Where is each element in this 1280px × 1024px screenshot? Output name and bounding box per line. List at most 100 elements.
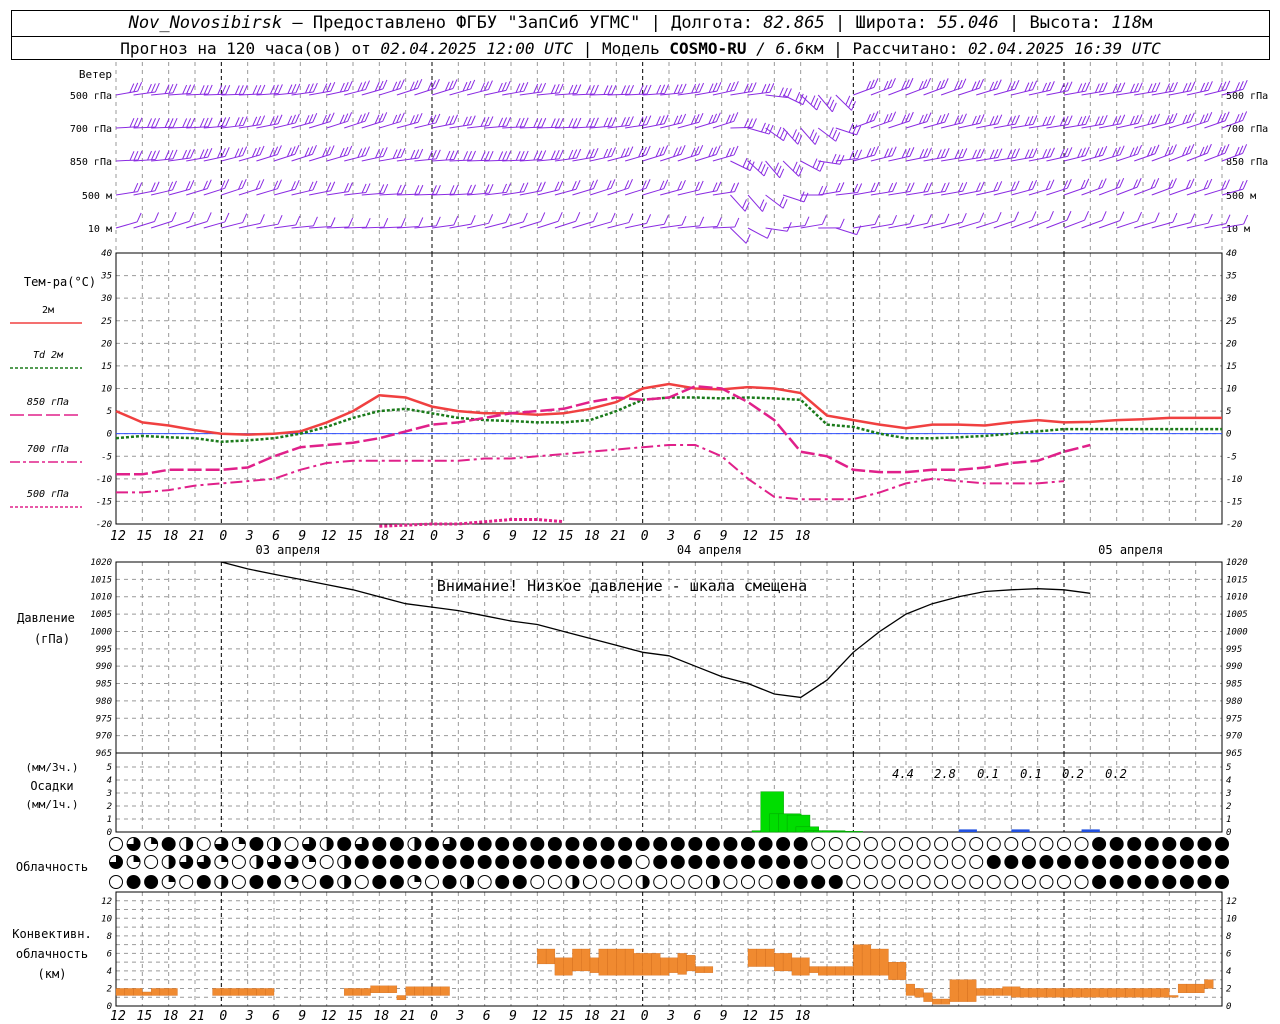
wind-barb-flag: [1168, 179, 1174, 189]
wind-barb-flag: [663, 214, 669, 225]
wind-barb-flag: [1133, 146, 1139, 156]
wind-barb-flag: [1137, 82, 1143, 92]
wind-barb-flag: [190, 148, 195, 159]
wind-barb-flag: [431, 185, 437, 195]
temp-ytick: 10: [101, 385, 112, 395]
wind-barb-flag: [540, 212, 546, 222]
conv-bar: [791, 957, 801, 976]
conv-bar: [1160, 988, 1170, 998]
conv-bar: [765, 948, 775, 967]
wind-barb-flag: [909, 147, 915, 157]
wind-barb-flag: [1059, 148, 1065, 159]
conv-ytick: 10: [101, 914, 112, 924]
wind-barb-flag: [186, 118, 192, 128]
wind-barb-flag: [866, 148, 872, 158]
wind-barb-flag: [347, 145, 353, 156]
wind-barb-flag: [361, 147, 367, 157]
wind-barb: [361, 226, 384, 229]
wind-barb: [905, 121, 928, 129]
time-tick-label-bottom: 3: [666, 1009, 675, 1024]
wind-barb-flag: [870, 147, 876, 157]
pres-ytick: 995: [96, 645, 112, 655]
wind-barb-flag: [760, 122, 766, 133]
time-tick-label: 9: [509, 529, 517, 544]
cloud-circle: [1215, 875, 1229, 889]
wind-barb: [730, 160, 751, 172]
wind-barb: [1028, 89, 1051, 96]
wind-barb-flag: [568, 118, 574, 128]
wind-barb: [888, 155, 911, 162]
wind-barb-flag: [975, 148, 981, 159]
wind-barb-flag: [1207, 178, 1213, 189]
wind-barb-flag: [357, 82, 363, 92]
temp-ytick: 25: [101, 317, 112, 327]
wind-barb-flag: [273, 146, 279, 156]
wind-barb: [1046, 219, 1068, 229]
conv-bar: [686, 954, 696, 972]
cloud-circle: [425, 837, 439, 851]
wind-barb: [817, 127, 837, 142]
wind-barb: [344, 120, 366, 129]
wind-barb-flag: [137, 117, 143, 127]
conv-bar: [861, 944, 872, 976]
wind-barb-flag: [909, 214, 915, 224]
pres-ytick-right: 965: [1226, 749, 1242, 759]
cloud-fill: [197, 855, 211, 869]
wind-barb-flag: [892, 182, 898, 192]
cloud-circle: [899, 875, 913, 889]
temp-ytick: -15: [96, 497, 112, 507]
model-res-unit: км: [804, 39, 824, 58]
wind-barb-flag: [269, 116, 275, 126]
wind-barb-flag: [794, 132, 800, 142]
cloud-circle: [618, 855, 633, 869]
precip-unit-top: (мм/3ч.): [26, 761, 79, 774]
wind-barb-flag: [848, 98, 854, 108]
wind-barb-flag: [206, 212, 212, 222]
cloud-circle: [530, 837, 545, 851]
wind-barb-flag: [1189, 143, 1195, 154]
wind-barb-flag: [1014, 180, 1020, 190]
wind-barb-flag: [1015, 148, 1020, 158]
wind-barb-flag: [979, 114, 985, 124]
cloud-circle: [512, 855, 527, 869]
cloud-circle: [741, 855, 755, 869]
wind-barb-flag: [812, 132, 818, 142]
wind-barb-flag: [792, 161, 798, 171]
pres-ytick: 1005: [90, 610, 112, 620]
provider: Предоставлено ФГБУ "ЗапСиб УГМС": [312, 13, 641, 33]
conv-bar: [572, 948, 582, 972]
wind-barb: [168, 220, 190, 229]
wind-barb-flag: [1189, 112, 1195, 122]
wind-barb-flag: [147, 150, 152, 161]
alt-value: 118: [1111, 13, 1143, 33]
conv-bar: [598, 948, 608, 976]
conv-bar: [168, 988, 178, 996]
wind-barb-flag: [453, 184, 459, 195]
wind-barb-flag: [445, 150, 451, 161]
wind-barb-flag: [852, 124, 858, 134]
wind-barb-flag: [742, 157, 748, 168]
wind-barb-flag: [593, 147, 599, 158]
wind-barb: [940, 122, 963, 129]
conv-bar: [1090, 988, 1100, 998]
wind-barb-flag: [646, 214, 652, 224]
wind-barb-flag: [1165, 83, 1171, 93]
cloud-circle: [179, 875, 194, 889]
wind-barb-flag: [782, 199, 788, 209]
wind-barb-flag: [958, 114, 964, 124]
wind-barb-flag: [1049, 179, 1055, 189]
wind-barb-flag: [242, 84, 248, 95]
wind-barb-flag: [452, 79, 458, 89]
time-tick-label-bottom: 12: [321, 1009, 337, 1024]
wind-barb-flag: [480, 151, 486, 161]
wind-level-label-right: 10 м: [1226, 224, 1250, 235]
wind-barb-flag: [1102, 114, 1108, 125]
wind-barb-flag: [733, 112, 739, 122]
wind-barb-flag: [519, 117, 525, 128]
time-tick-label: 12: [742, 529, 758, 544]
wind-barb: [1028, 219, 1050, 229]
wind-barb-flag: [936, 149, 942, 159]
wind-barb-flag: [1116, 82, 1122, 93]
time-tick-label-bottom: 21: [611, 1009, 627, 1024]
cloud-circle: [1092, 837, 1107, 851]
